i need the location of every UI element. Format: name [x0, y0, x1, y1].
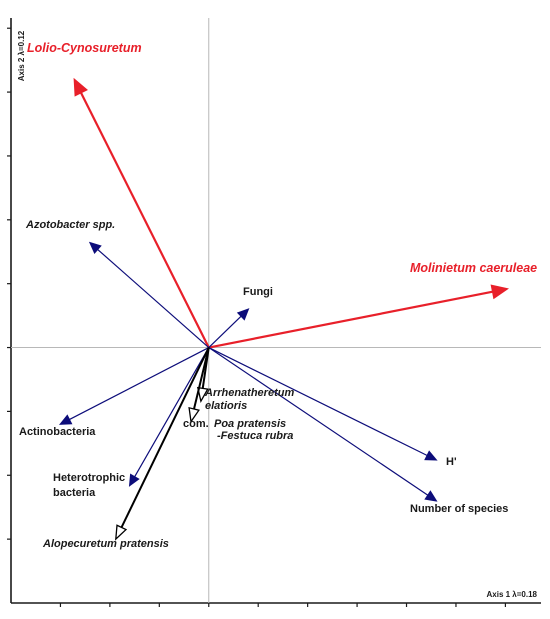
vector-line-actinobacteria — [69, 347, 210, 421]
vector-head-number-of-species — [424, 490, 438, 502]
label-lolio-cynosuretum: Lolio-Cynosuretum — [27, 41, 142, 55]
label-fungi: Fungi — [243, 286, 273, 298]
vector-line-heterotrophic-bacteria — [134, 347, 210, 478]
vector-head-molinietum-caeruleae — [490, 284, 510, 300]
label-alopecuretum-pratensis: Alopecuretum pratensis — [42, 538, 169, 550]
label-number-of-species: Number of species — [410, 503, 508, 515]
label-heterotrophic-bacteria-line1: Heterotrophic — [53, 472, 125, 484]
label-arrhenatheretum-line2: elatioris — [205, 400, 247, 412]
vector-line-alopecuretum-pratensis — [120, 347, 210, 528]
vector-line-com-poa-pratensis-festuca-rubra — [193, 347, 210, 410]
vector-head-arrhenatheretum-elatioris — [196, 386, 209, 403]
vector-line-number-of-species — [208, 347, 429, 496]
plot-frame — [10, 18, 541, 604]
x-axis-label: Axis 1 λ=0.18 — [487, 590, 538, 599]
vector-line-molinietum-caeruleae — [208, 290, 493, 349]
label-actinobacteria: Actinobacteria — [19, 426, 96, 438]
vector-head-actinobacteria — [58, 414, 73, 425]
vector-head-azotobacter-spp — [88, 241, 102, 254]
label-heterotrophic-bacteria-line2: bacteria — [53, 487, 96, 499]
vector-line-h — [208, 347, 428, 457]
label-h-prime: H' — [446, 456, 457, 468]
vector-head-alopecuretum-pratensis — [115, 524, 128, 541]
y-axis-label: Axis 2 λ=0.12 — [17, 30, 26, 81]
vector-line-azotobacter-spp — [97, 248, 210, 348]
label-arrhenatheretum-line1: Arrhenatheretum — [204, 387, 294, 399]
vector-head-lolio-cynosuretum — [73, 77, 88, 97]
vector-line-lolio-cynosuretum — [80, 92, 210, 349]
vector-line-fungi — [208, 315, 242, 348]
label-poa-pratensis: Poa pratensis — [214, 418, 286, 430]
label-azotobacter: Azotobacter spp. — [25, 219, 115, 231]
label-festuca-rubra: -Festuca rubra — [217, 430, 293, 442]
zero-lines — [11, 18, 541, 603]
biplot-arrows — [58, 77, 510, 541]
vector-head-fungi — [236, 308, 250, 321]
vector-head-h — [424, 450, 438, 461]
vector-head-com-poa-pratensis-festuca-rubra — [188, 406, 200, 424]
label-poa-com: com. — [183, 418, 209, 430]
vector-head-heterotrophic-bacteria — [128, 473, 140, 487]
axis-ticks — [7, 27, 507, 607]
label-molinietum-caeruleae: Molinietum caeruleae — [410, 261, 537, 275]
